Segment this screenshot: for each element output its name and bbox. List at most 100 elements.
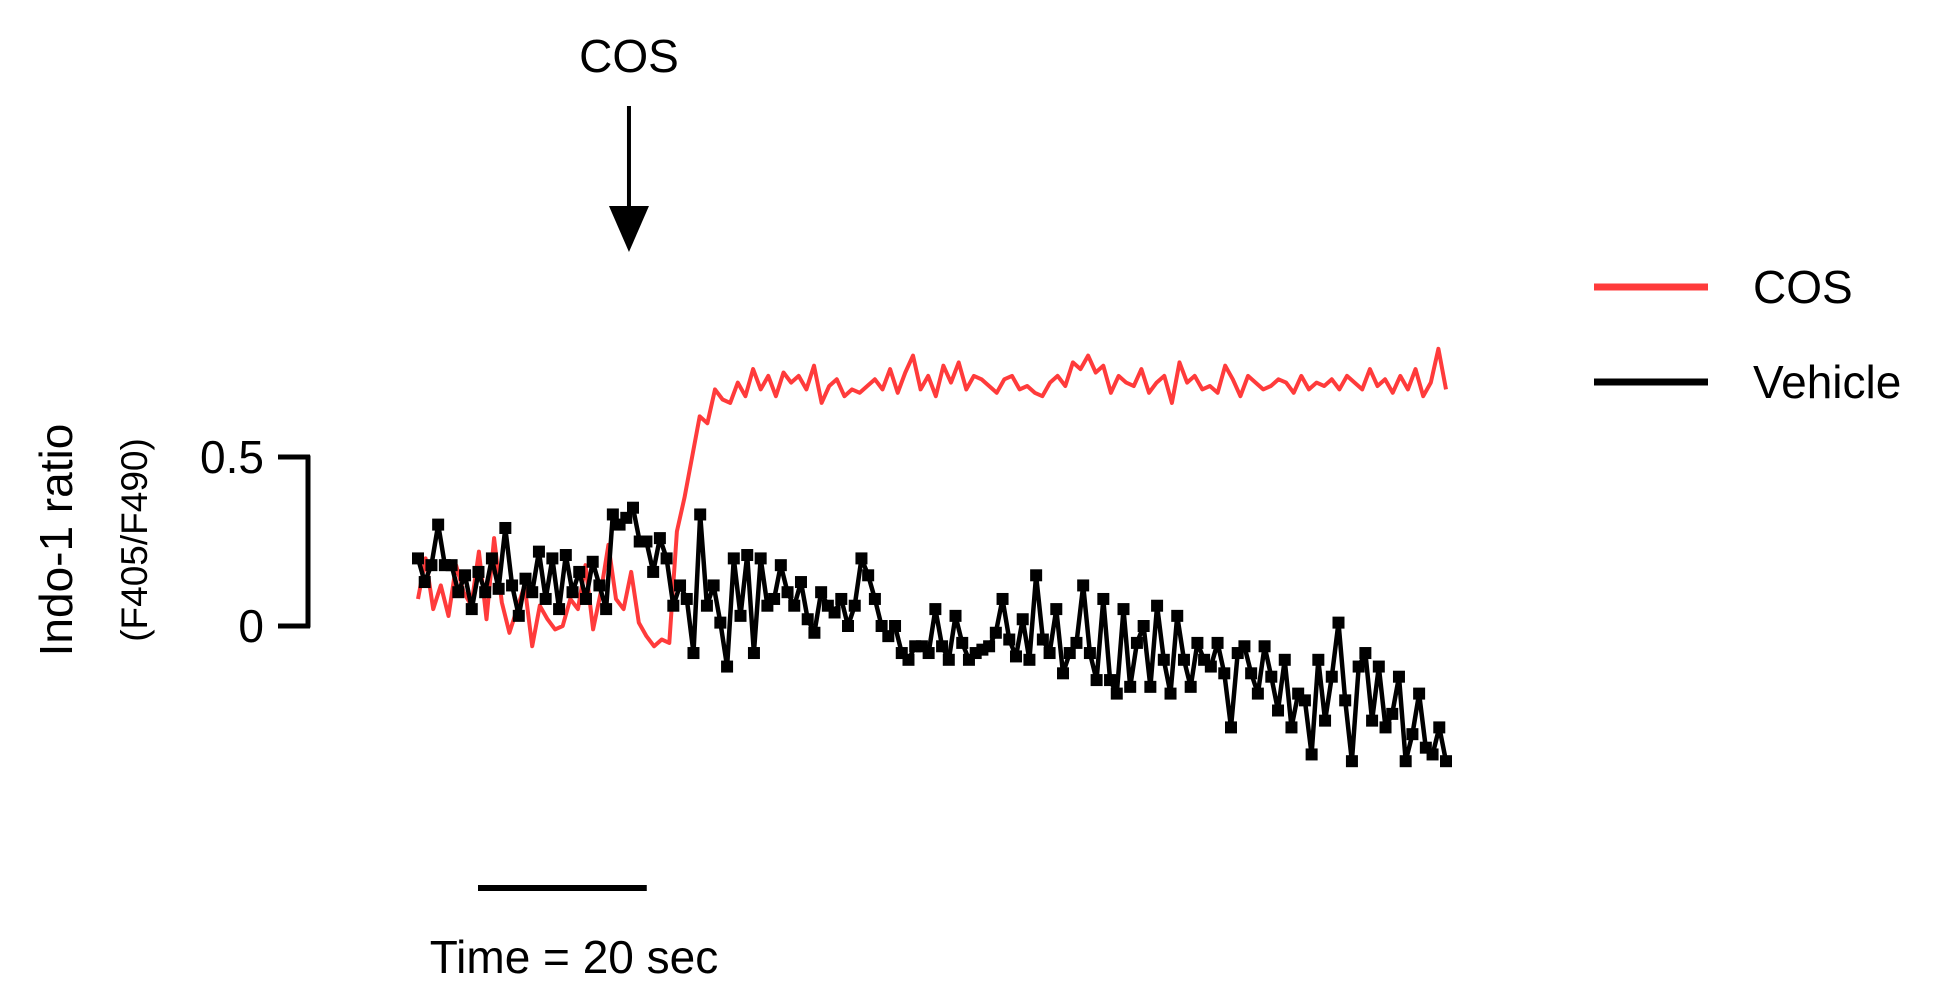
data-point-vehicle bbox=[1124, 680, 1137, 693]
data-point-vehicle bbox=[694, 508, 707, 521]
data-point-vehicle bbox=[485, 552, 498, 565]
data-point-vehicle bbox=[593, 579, 606, 592]
time-scale-bar-label: Time = 20 sec bbox=[430, 931, 718, 983]
data-point-vehicle bbox=[835, 592, 848, 605]
data-point-vehicle bbox=[1191, 636, 1204, 649]
data-point-vehicle bbox=[1426, 748, 1439, 761]
data-point-vehicle bbox=[519, 572, 532, 585]
data-point-vehicle bbox=[1379, 721, 1392, 734]
data-point-vehicle bbox=[1063, 647, 1076, 660]
data-point-vehicle bbox=[1433, 721, 1446, 734]
data-point-vehicle bbox=[479, 586, 492, 599]
data-point-vehicle bbox=[412, 552, 424, 565]
data-point-vehicle bbox=[432, 518, 445, 531]
data-point-vehicle bbox=[627, 501, 640, 514]
data-point-vehicle bbox=[1372, 660, 1385, 673]
data-point-vehicle bbox=[1359, 647, 1372, 660]
data-point-vehicle bbox=[647, 565, 660, 578]
data-point-vehicle bbox=[687, 647, 700, 660]
y-axis-label: Indo-1 ratio bbox=[30, 424, 82, 657]
legend-label-vehicle: Vehicle bbox=[1753, 356, 1901, 408]
data-point-vehicle bbox=[1392, 670, 1405, 683]
data-point-vehicle bbox=[1224, 721, 1237, 734]
data-point-vehicle bbox=[1090, 674, 1103, 687]
data-point-vehicle bbox=[1251, 687, 1264, 700]
data-point-vehicle bbox=[1204, 660, 1217, 673]
data-point-vehicle bbox=[1352, 660, 1365, 673]
data-point-vehicle bbox=[815, 586, 828, 599]
data-point-vehicle bbox=[1164, 687, 1177, 700]
data-point-vehicle bbox=[956, 636, 969, 649]
data-point-vehicle bbox=[1272, 704, 1285, 717]
data-point-vehicle bbox=[465, 603, 478, 616]
data-point-vehicle bbox=[1325, 670, 1338, 683]
data-point-vehicle bbox=[1177, 653, 1190, 666]
data-point-vehicle bbox=[1057, 667, 1070, 680]
data-point-vehicle bbox=[418, 576, 431, 589]
data-point-vehicle bbox=[1366, 714, 1379, 727]
data-point-vehicle bbox=[459, 569, 472, 582]
data-point-vehicle bbox=[1312, 653, 1325, 666]
data-point-vehicle bbox=[586, 555, 599, 568]
data-point-vehicle bbox=[1184, 680, 1197, 693]
y-tick-label: 0.5 bbox=[200, 431, 264, 483]
data-point-vehicle bbox=[1319, 714, 1332, 727]
data-point-vehicle bbox=[546, 552, 559, 565]
data-point-vehicle bbox=[512, 609, 525, 622]
data-point-vehicle bbox=[445, 559, 458, 572]
series-vehicle bbox=[412, 501, 1452, 768]
legend-label-cos: COS bbox=[1753, 261, 1853, 313]
data-point-vehicle bbox=[1009, 650, 1022, 663]
data-point-vehicle bbox=[1050, 603, 1063, 616]
data-point-vehicle bbox=[801, 613, 814, 626]
data-point-vehicle bbox=[499, 521, 512, 534]
data-point-vehicle bbox=[1036, 633, 1049, 646]
data-point-vehicle bbox=[1117, 603, 1130, 616]
series-line-cos bbox=[416, 346, 1448, 649]
data-point-vehicle bbox=[727, 552, 740, 565]
data-point-vehicle bbox=[707, 579, 720, 592]
data-point-vehicle bbox=[1144, 680, 1157, 693]
data-point-vehicle bbox=[1406, 728, 1419, 741]
data-point-vehicle bbox=[600, 603, 613, 616]
data-point-vehicle bbox=[425, 559, 438, 572]
data-point-vehicle bbox=[1023, 653, 1036, 666]
data-point-vehicle bbox=[1413, 687, 1426, 700]
data-point-vehicle bbox=[889, 620, 902, 632]
data-point-vehicle bbox=[532, 545, 545, 558]
data-point-vehicle bbox=[559, 549, 572, 562]
data-point-vehicle bbox=[566, 586, 579, 599]
y-axis-sublabel: (F405/F490) bbox=[114, 438, 155, 642]
data-point-vehicle bbox=[579, 592, 592, 605]
data-point-vehicle bbox=[774, 559, 787, 572]
data-point-vehicle bbox=[902, 653, 915, 666]
data-point-vehicle bbox=[667, 599, 680, 612]
data-point-vehicle bbox=[1016, 613, 1029, 626]
legend: COS Vehicle bbox=[1594, 261, 1901, 408]
data-point-vehicle bbox=[1399, 755, 1412, 768]
data-point-vehicle bbox=[674, 579, 687, 592]
data-point-vehicle bbox=[1137, 620, 1150, 632]
data-point-vehicle bbox=[680, 592, 693, 605]
data-point-vehicle bbox=[1285, 721, 1298, 734]
series-cos bbox=[416, 346, 1448, 649]
data-point-vehicle bbox=[1218, 667, 1231, 680]
data-point-vehicle bbox=[660, 552, 673, 565]
data-point-vehicle bbox=[989, 626, 1002, 639]
data-point-vehicle bbox=[573, 565, 586, 578]
data-point-vehicle bbox=[1298, 694, 1311, 707]
cos-stimulus-label: COS bbox=[579, 30, 679, 82]
data-point-vehicle bbox=[472, 565, 485, 578]
data-point-vehicle bbox=[875, 620, 888, 632]
data-point-vehicle bbox=[1104, 674, 1117, 687]
data-point-vehicle bbox=[1245, 667, 1258, 680]
data-point-vehicle bbox=[1345, 755, 1358, 768]
data-point-vehicle bbox=[983, 640, 996, 653]
data-point-vehicle bbox=[653, 532, 666, 545]
y-tick-label: 0 bbox=[238, 600, 264, 652]
data-point-vehicle bbox=[922, 647, 935, 660]
data-point-vehicle bbox=[741, 549, 754, 562]
data-point-vehicle bbox=[506, 579, 519, 592]
series-line-vehicle bbox=[415, 505, 1449, 764]
